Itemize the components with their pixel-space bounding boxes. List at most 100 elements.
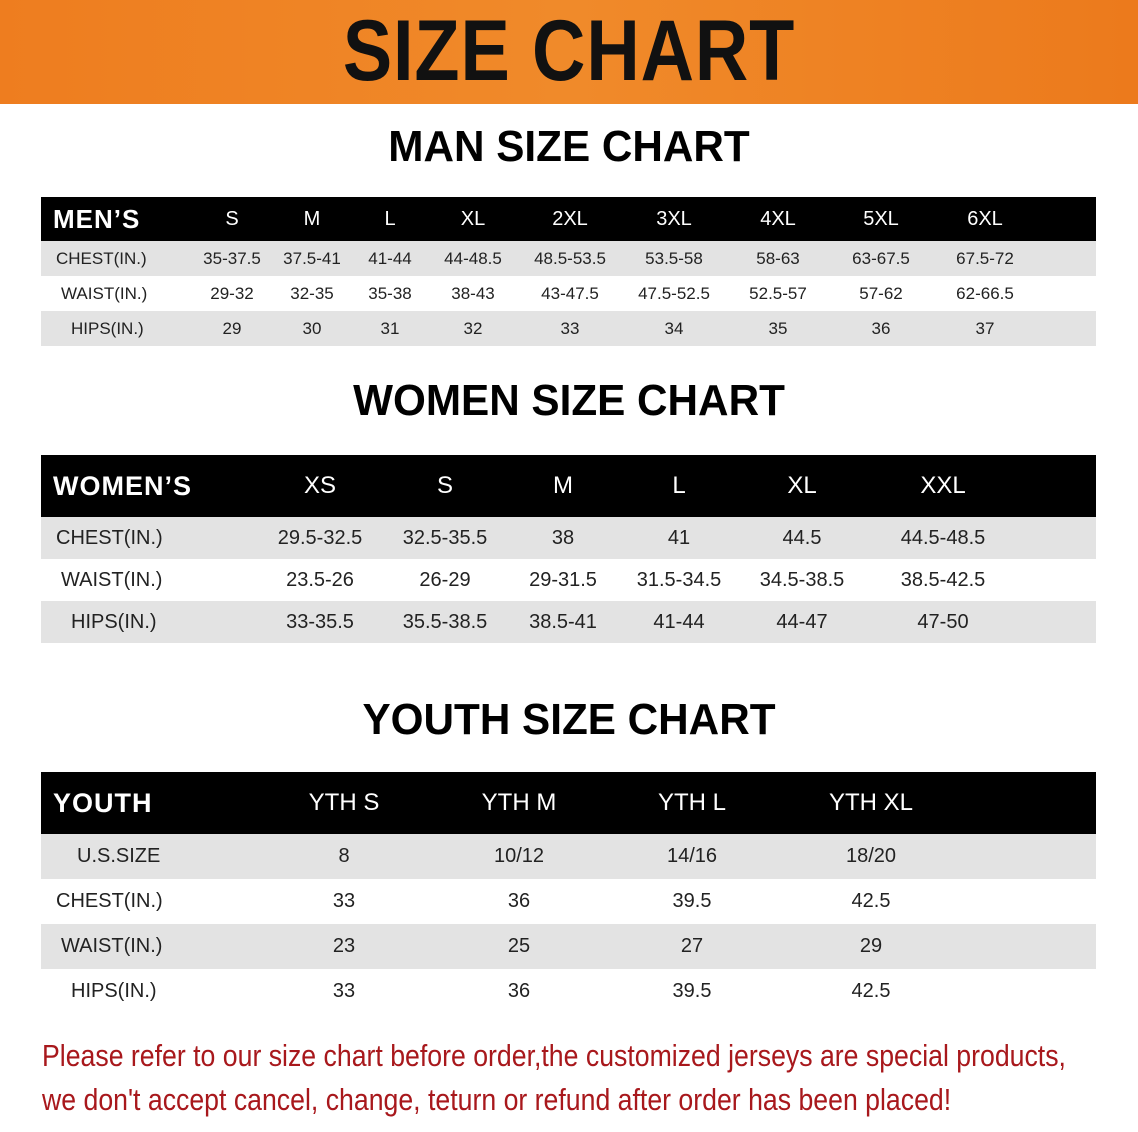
table-row: HIPS(IN.) 33 36 39.5 42.5 bbox=[41, 969, 1096, 1014]
table-cell: 47-50 bbox=[917, 611, 969, 633]
table-cell: 37 bbox=[975, 319, 995, 338]
notice-line-1: Please refer to our size chart before or… bbox=[42, 1038, 1066, 1073]
table-cell: 33 bbox=[560, 319, 580, 338]
size-header: YTH L bbox=[657, 789, 727, 816]
table-cell: 38.5-41 bbox=[529, 611, 597, 633]
table-cell: 33-35.5 bbox=[286, 611, 354, 633]
table-cell: 29-31.5 bbox=[529, 569, 597, 591]
table-cell: 35.5-38.5 bbox=[402, 611, 488, 633]
table-cell: 39.5 bbox=[672, 980, 712, 1002]
size-header: 6XL bbox=[967, 208, 1003, 230]
table-cell: 25 bbox=[507, 935, 531, 957]
table-cell: 34 bbox=[664, 319, 684, 338]
table-row: WAIST(IN.) 29-32 32-35 35-38 38-43 43-47.5 47.… bbox=[41, 276, 1096, 311]
table-cell: 57-62 bbox=[859, 284, 903, 303]
table-cell: 52.5-57 bbox=[749, 284, 807, 303]
table-cell: 41-44 bbox=[653, 611, 705, 633]
youth-size-table: YOUTH YTH S YTH M YTH L YTH XL U.S.SIZE 8 10/12… bbox=[41, 772, 1096, 1014]
table-cell: 43-47.5 bbox=[541, 284, 599, 303]
table-cell: 31 bbox=[380, 319, 400, 338]
women-size-table: WOMEN’S XS S M L XL XXL CHEST(IN.) 29.5-32.5 32.5… bbox=[41, 455, 1096, 643]
size-header: 5XL bbox=[863, 208, 899, 230]
row-label: HIPS(IN.) bbox=[71, 980, 157, 1002]
size-header: 4XL bbox=[760, 208, 796, 230]
row-label: HIPS(IN.) bbox=[71, 611, 157, 633]
table-cell: 38 bbox=[551, 527, 575, 549]
size-header: L bbox=[384, 208, 396, 230]
table-cell: 37.5-41 bbox=[283, 249, 341, 268]
table-row: U.S.SIZE 8 10/12 14/16 18/20 bbox=[41, 834, 1096, 879]
table-cell: 29-32 bbox=[210, 284, 254, 303]
table-cell: 33 bbox=[332, 980, 356, 1002]
table-cell: 41-44 bbox=[368, 249, 412, 268]
table-cell: 58-63 bbox=[756, 249, 800, 268]
youth-section-title: YOUTH SIZE CHART bbox=[362, 695, 776, 744]
table-cell: 29 bbox=[859, 935, 883, 957]
notice-line-2: we don't accept cancel, change, teturn o… bbox=[42, 1082, 952, 1117]
table-cell: 32 bbox=[463, 319, 483, 338]
men-size-table: MEN’S S M L XL 2XL 3XL 4XL 5XL 6XL CHEST(IN.) 35-37… bbox=[41, 197, 1096, 346]
table-row: CHEST(IN.) 33 36 39.5 42.5 bbox=[41, 879, 1096, 924]
table-cell: 29.5-32.5 bbox=[277, 527, 363, 549]
row-label: WAIST(IN.) bbox=[61, 284, 148, 303]
table-cell: 38.5-42.5 bbox=[900, 569, 986, 591]
table-cell: 35 bbox=[768, 319, 788, 338]
table-cell: 10/12 bbox=[493, 845, 545, 867]
row-label: U.S.SIZE bbox=[77, 845, 161, 867]
youth-header-row: YOUTH YTH S YTH M YTH L YTH XL bbox=[41, 772, 1096, 834]
size-header: 3XL bbox=[656, 208, 692, 230]
size-header: S bbox=[436, 472, 454, 499]
size-header: XL bbox=[787, 472, 817, 499]
table-cell: 35-38 bbox=[368, 284, 412, 303]
youth-header-label: YOUTH bbox=[53, 788, 153, 818]
size-header: S bbox=[225, 208, 239, 230]
size-header: XS bbox=[303, 472, 337, 499]
table-cell: 44-48.5 bbox=[444, 249, 502, 268]
table-cell: 47.5-52.5 bbox=[638, 284, 710, 303]
table-cell: 31.5-34.5 bbox=[636, 569, 722, 591]
table-cell: 36 bbox=[507, 980, 531, 1002]
table-cell: 23.5-26 bbox=[286, 569, 354, 591]
row-label: HIPS(IN.) bbox=[71, 319, 144, 338]
table-cell: 44.5 bbox=[782, 527, 822, 549]
table-cell: 29 bbox=[222, 319, 242, 338]
row-label: CHEST(IN.) bbox=[56, 527, 163, 549]
table-row: WAIST(IN.) 23 25 27 29 bbox=[41, 924, 1096, 969]
size-header: M bbox=[553, 472, 573, 499]
row-label: CHEST(IN.) bbox=[56, 890, 163, 912]
table-cell: 41 bbox=[667, 527, 691, 549]
men-section-title: MAN SIZE CHART bbox=[388, 122, 750, 171]
table-cell: 8 bbox=[338, 845, 350, 867]
table-cell: 53.5-58 bbox=[645, 249, 703, 268]
row-label: WAIST(IN.) bbox=[61, 569, 163, 591]
table-cell: 63-67.5 bbox=[852, 249, 910, 268]
page-title: SIZE CHART bbox=[342, 3, 796, 99]
table-cell: 32-35 bbox=[290, 284, 334, 303]
size-header: XL bbox=[460, 208, 486, 230]
table-cell: 27 bbox=[680, 935, 704, 957]
table-cell: 44-47 bbox=[776, 611, 828, 633]
table-cell: 33 bbox=[332, 890, 356, 912]
size-header: YTH M bbox=[481, 789, 557, 816]
table-row: CHEST(IN.) 29.5-32.5 32.5-35.5 38 41 44.5 44.5… bbox=[41, 517, 1096, 559]
row-label: WAIST(IN.) bbox=[61, 935, 163, 957]
row-label: CHEST(IN.) bbox=[56, 249, 147, 268]
table-cell: 38-43 bbox=[451, 284, 495, 303]
table-cell: 42.5 bbox=[851, 890, 891, 912]
women-header-label: WOMEN’S bbox=[53, 471, 192, 501]
size-header: YTH S bbox=[308, 789, 380, 816]
table-cell: 36 bbox=[507, 890, 531, 912]
title-banner: SIZE CHART bbox=[0, 0, 1138, 104]
table-cell: 39.5 bbox=[672, 890, 712, 912]
table-cell: 62-66.5 bbox=[956, 284, 1014, 303]
table-cell: 18/20 bbox=[845, 845, 897, 867]
size-header: L bbox=[672, 472, 686, 499]
table-cell: 35-37.5 bbox=[203, 249, 261, 268]
table-cell: 44.5-48.5 bbox=[900, 527, 986, 549]
size-header: 2XL bbox=[552, 208, 588, 230]
table-cell: 30 bbox=[302, 319, 322, 338]
size-header: YTH XL bbox=[828, 789, 914, 816]
men-header-row: MEN’S S M L XL 2XL 3XL 4XL 5XL 6XL bbox=[41, 197, 1096, 241]
table-cell: 26-29 bbox=[419, 569, 471, 591]
table-cell: 14/16 bbox=[666, 845, 718, 867]
